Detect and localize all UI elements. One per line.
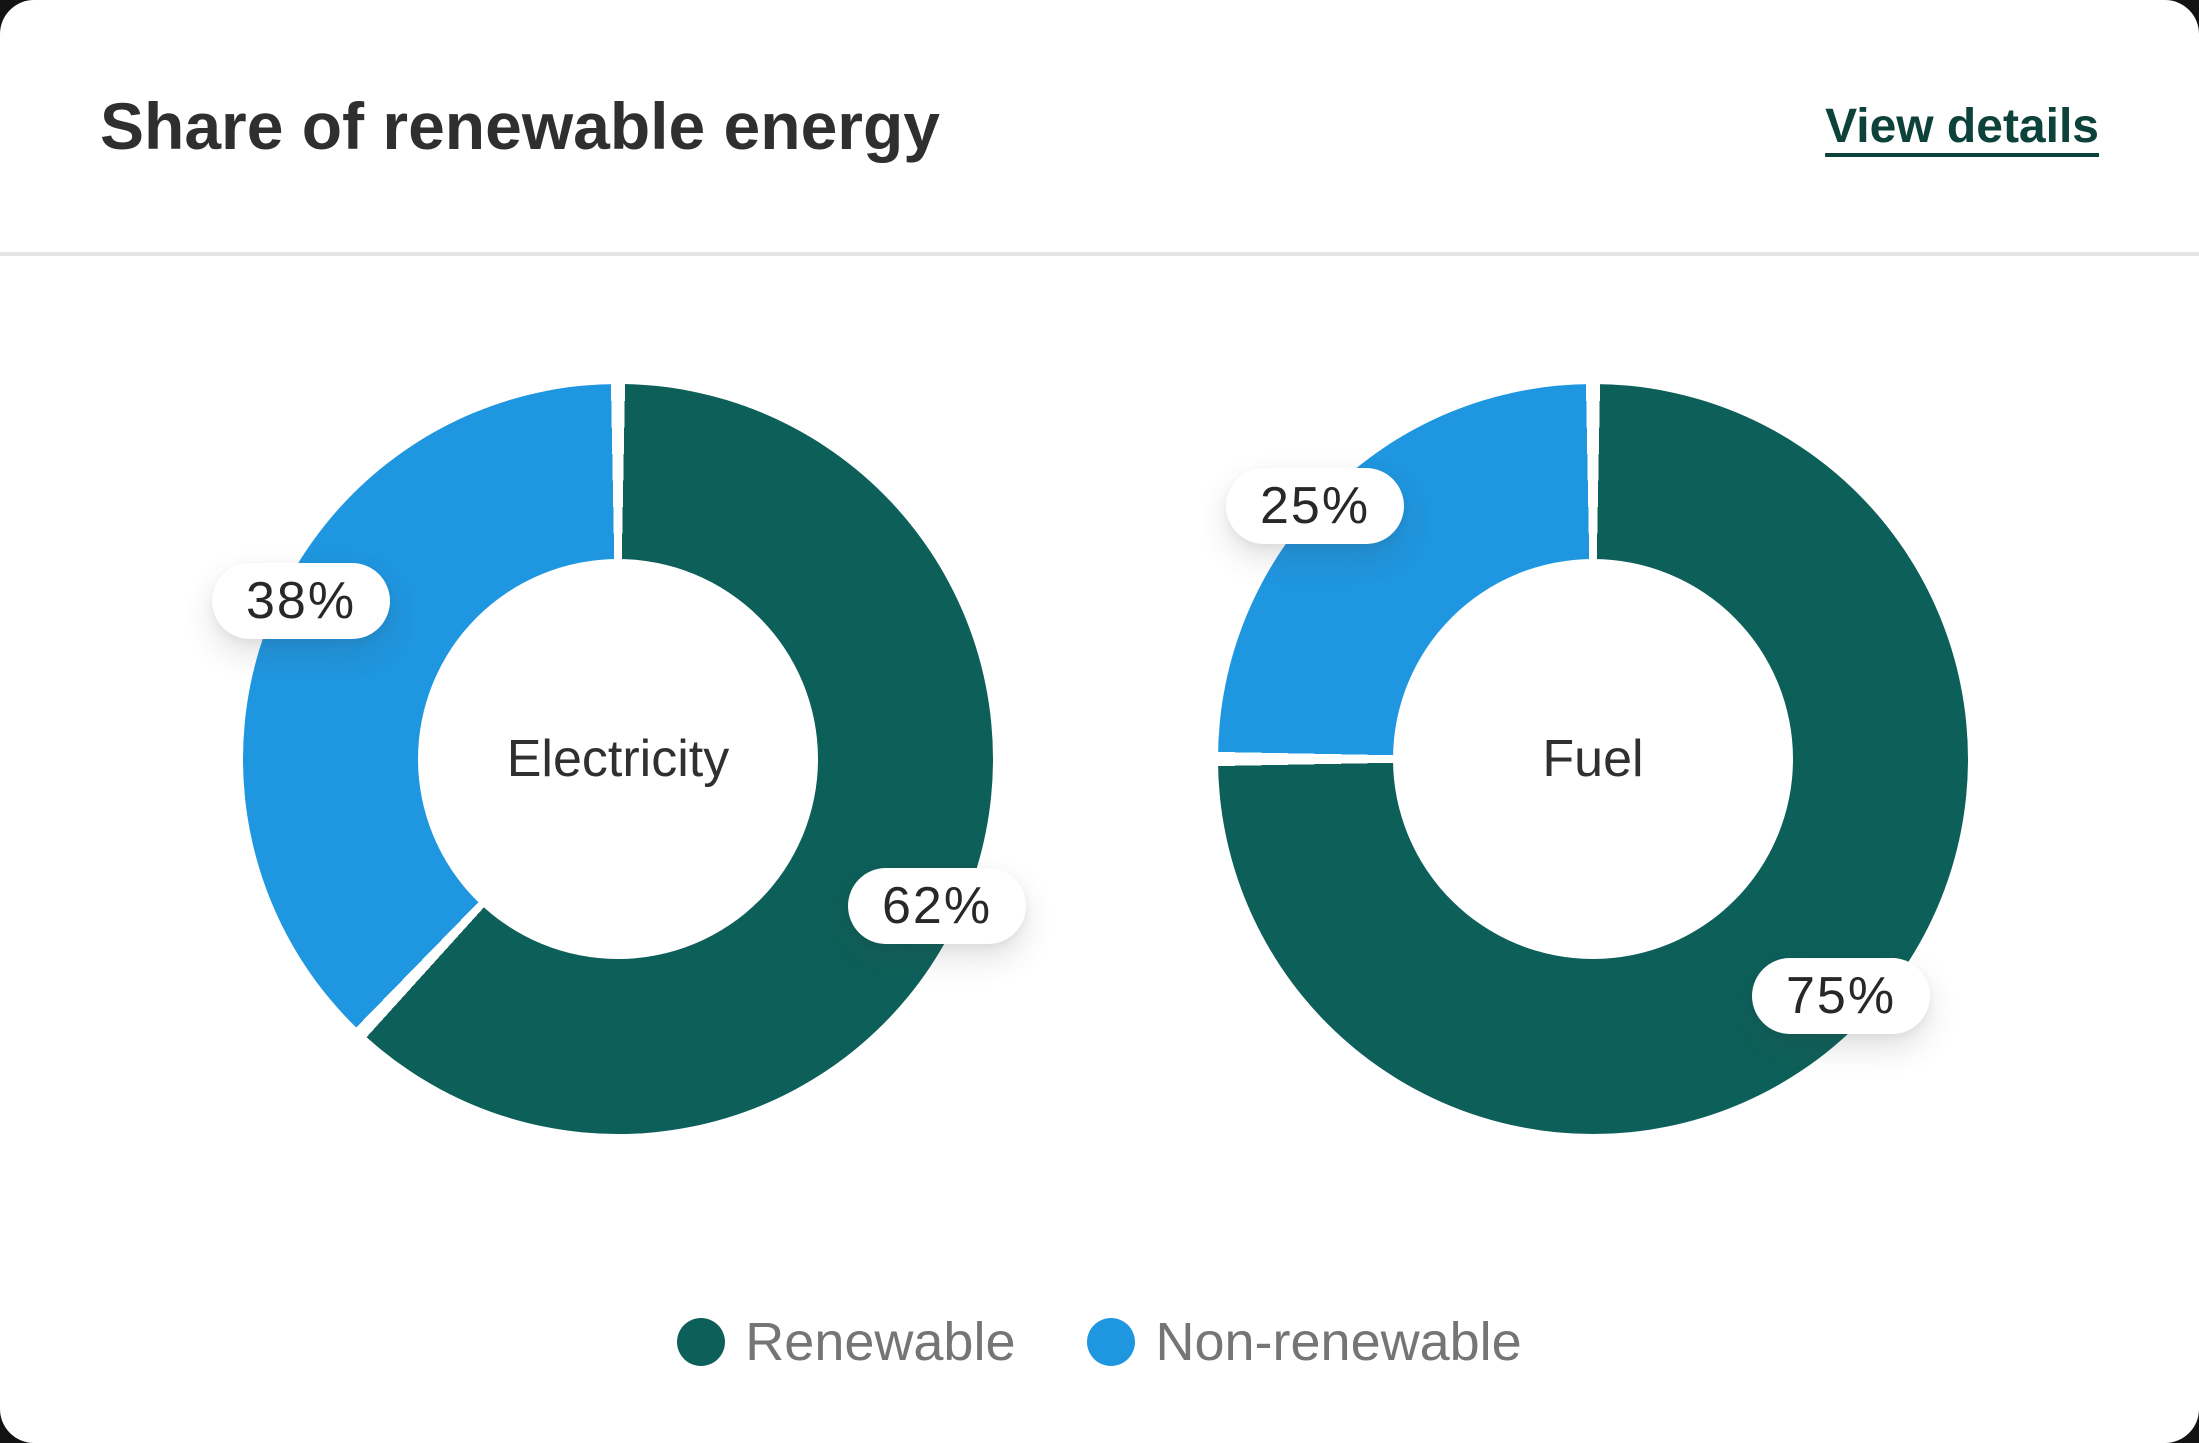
header-divider	[0, 252, 2199, 256]
donut-chart-electricity[interactable]: Electricity	[243, 384, 993, 1134]
card-header: Share of renewable energy View details	[0, 0, 2199, 252]
donut-chart-fuel[interactable]: Fuel	[1218, 384, 1968, 1134]
percent-pill-electricity-nonrenewable: 38%	[212, 563, 391, 639]
legend-label-nonrenewable: Non-renewable	[1155, 1312, 1522, 1372]
legend-item-nonrenewable: Non-renewable	[1087, 1311, 1522, 1373]
legend-item-renewable: Renewable	[677, 1311, 1015, 1373]
percent-pill-electricity-renewable: 62%	[848, 868, 1027, 944]
percent-pill-fuel-nonrenewable: 25%	[1226, 468, 1405, 544]
legend-label-renewable: Renewable	[745, 1312, 1016, 1372]
legend-dot-renewable	[677, 1318, 726, 1366]
percent-pill-fuel-renewable: 75%	[1752, 958, 1931, 1034]
legend-dot-nonrenewable	[1087, 1318, 1136, 1366]
donut-hole-fuel: Fuel	[1393, 559, 1793, 959]
donut-center-label-fuel: Fuel	[1542, 730, 1644, 788]
view-details-link[interactable]: View details	[1825, 99, 2099, 153]
donut-hole-electricity: Electricity	[418, 559, 818, 959]
donut-center-label-electricity: Electricity	[506, 730, 730, 788]
chart-legend: Renewable Non-renewable	[0, 1311, 2199, 1373]
page-title: Share of renewable energy	[100, 89, 940, 163]
